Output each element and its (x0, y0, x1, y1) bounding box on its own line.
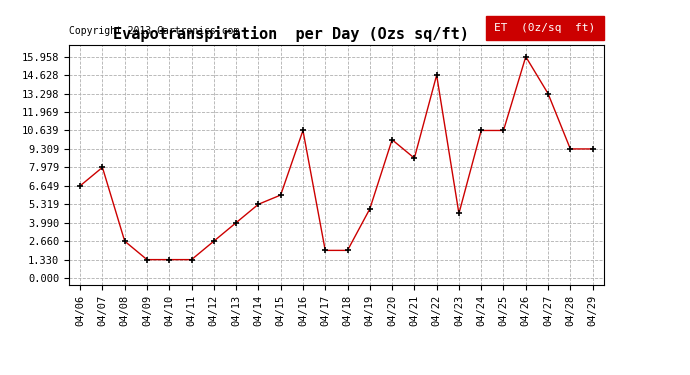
Text: Copyright 2013 Cartronics.com: Copyright 2013 Cartronics.com (69, 26, 239, 36)
FancyBboxPatch shape (486, 16, 604, 40)
Title: Evapotranspiration  per Day (Ozs sq/ft)  20130430: Evapotranspiration per Day (Ozs sq/ft) 2… (112, 27, 560, 42)
Text: ET  (0z/sq  ft): ET (0z/sq ft) (494, 23, 595, 33)
